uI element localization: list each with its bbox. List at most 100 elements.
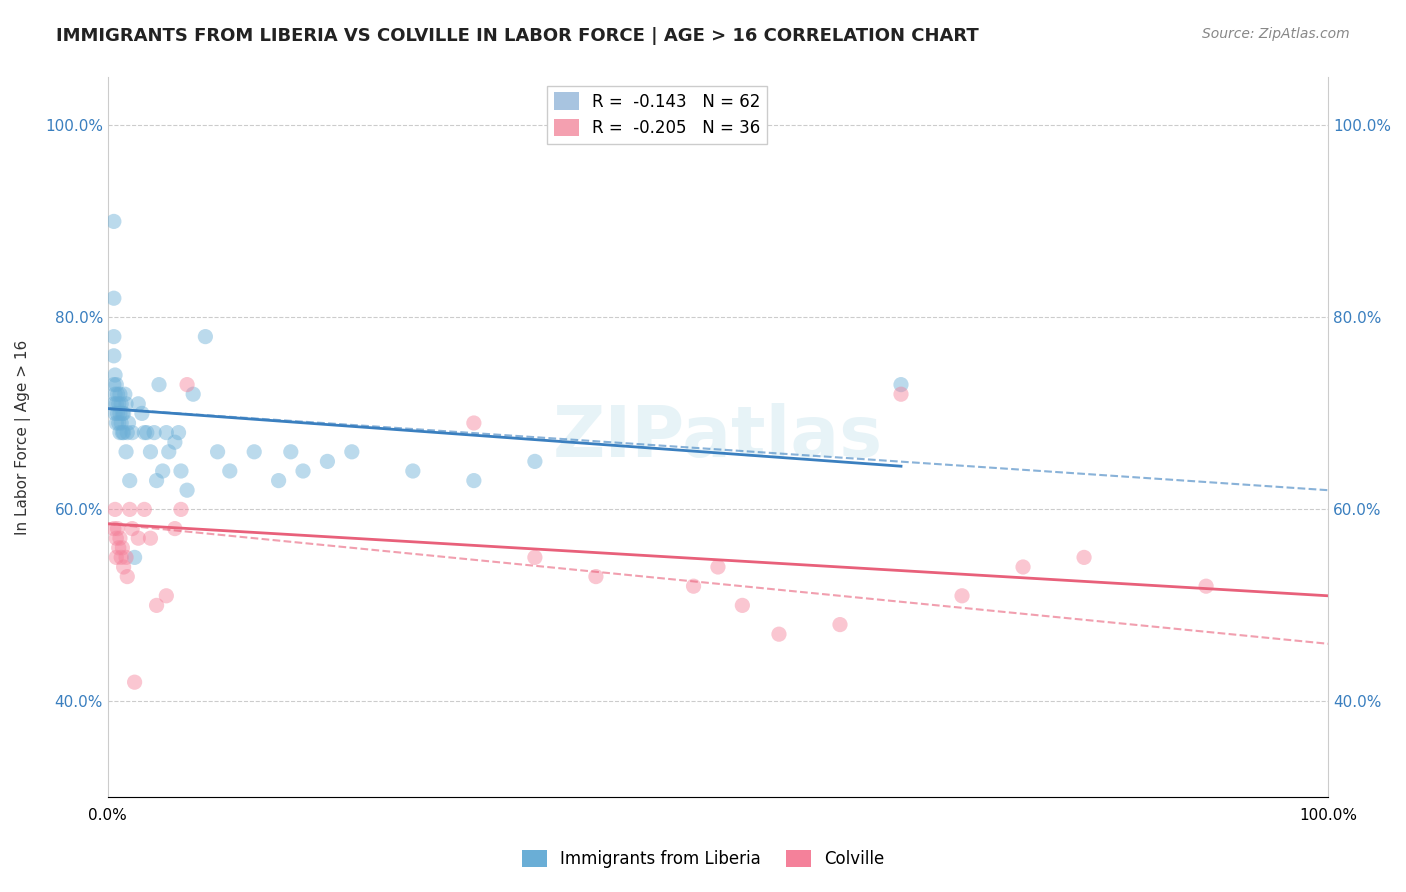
Point <box>112 560 135 574</box>
Point <box>890 377 912 392</box>
Point <box>463 474 485 488</box>
Point <box>111 425 134 440</box>
Point <box>107 387 129 401</box>
Point <box>148 377 170 392</box>
Point <box>108 531 131 545</box>
Point <box>104 406 127 420</box>
Point <box>115 397 138 411</box>
Point <box>155 589 177 603</box>
Point <box>1073 550 1095 565</box>
Point <box>207 445 229 459</box>
Point <box>103 377 125 392</box>
Point <box>107 397 129 411</box>
Point <box>402 464 425 478</box>
Point <box>135 425 157 440</box>
Point <box>585 569 607 583</box>
Point <box>108 425 131 440</box>
Point <box>103 291 125 305</box>
Point <box>103 329 125 343</box>
Point <box>105 377 128 392</box>
Point <box>292 464 315 478</box>
Point <box>523 550 546 565</box>
Point <box>105 416 128 430</box>
Point <box>155 425 177 440</box>
Point <box>110 550 132 565</box>
Point <box>731 599 754 613</box>
Point <box>124 675 146 690</box>
Point <box>523 454 546 468</box>
Y-axis label: In Labor Force | Age > 16: In Labor Force | Age > 16 <box>15 340 31 535</box>
Point <box>1195 579 1218 593</box>
Point <box>117 425 139 440</box>
Point <box>768 627 790 641</box>
Point <box>170 464 193 478</box>
Point <box>950 589 973 603</box>
Point <box>104 502 127 516</box>
Point <box>131 406 153 420</box>
Point <box>107 416 129 430</box>
Point <box>176 377 198 392</box>
Point <box>107 406 129 420</box>
Point <box>107 541 129 555</box>
Point <box>145 474 167 488</box>
Point <box>280 445 302 459</box>
Legend: R =  -0.143   N = 62, R =  -0.205   N = 36: R = -0.143 N = 62, R = -0.205 N = 36 <box>547 86 766 144</box>
Point <box>118 474 141 488</box>
Point <box>103 397 125 411</box>
Point <box>170 502 193 516</box>
Point <box>115 445 138 459</box>
Point <box>157 445 180 459</box>
Point <box>1012 560 1035 574</box>
Point <box>340 445 363 459</box>
Point <box>176 483 198 498</box>
Point <box>107 522 129 536</box>
Text: IMMIGRANTS FROM LIBERIA VS COLVILLE IN LABOR FORCE | AGE > 16 CORRELATION CHART: IMMIGRANTS FROM LIBERIA VS COLVILLE IN L… <box>56 27 979 45</box>
Point <box>104 368 127 382</box>
Text: Source: ZipAtlas.com: Source: ZipAtlas.com <box>1202 27 1350 41</box>
Point <box>104 387 127 401</box>
Point <box>181 387 204 401</box>
Point <box>103 522 125 536</box>
Point <box>105 550 128 565</box>
Point <box>890 387 912 401</box>
Point <box>105 397 128 411</box>
Point <box>152 464 174 478</box>
Point <box>218 464 240 478</box>
Point <box>115 550 138 565</box>
Point <box>110 416 132 430</box>
Point <box>121 522 143 536</box>
Point <box>194 329 217 343</box>
Point <box>707 560 730 574</box>
Point <box>134 425 156 440</box>
Legend: Immigrants from Liberia, Colville: Immigrants from Liberia, Colville <box>515 843 891 875</box>
Point <box>111 541 134 555</box>
Point <box>110 397 132 411</box>
Point <box>127 531 149 545</box>
Point <box>108 406 131 420</box>
Point <box>103 214 125 228</box>
Point <box>243 445 266 459</box>
Point <box>117 416 139 430</box>
Point <box>117 569 139 583</box>
Point <box>167 425 190 440</box>
Point <box>108 387 131 401</box>
Point <box>163 522 186 536</box>
Point <box>121 425 143 440</box>
Point <box>139 531 162 545</box>
Point <box>316 454 339 468</box>
Point <box>134 502 156 516</box>
Text: ZIPatlas: ZIPatlas <box>553 403 883 472</box>
Point <box>145 599 167 613</box>
Point <box>828 617 851 632</box>
Point <box>124 550 146 565</box>
Point <box>463 416 485 430</box>
Point <box>143 425 166 440</box>
Point <box>112 425 135 440</box>
Point <box>118 502 141 516</box>
Point <box>103 349 125 363</box>
Point <box>163 435 186 450</box>
Point <box>111 406 134 420</box>
Point <box>682 579 704 593</box>
Point <box>139 445 162 459</box>
Point <box>105 531 128 545</box>
